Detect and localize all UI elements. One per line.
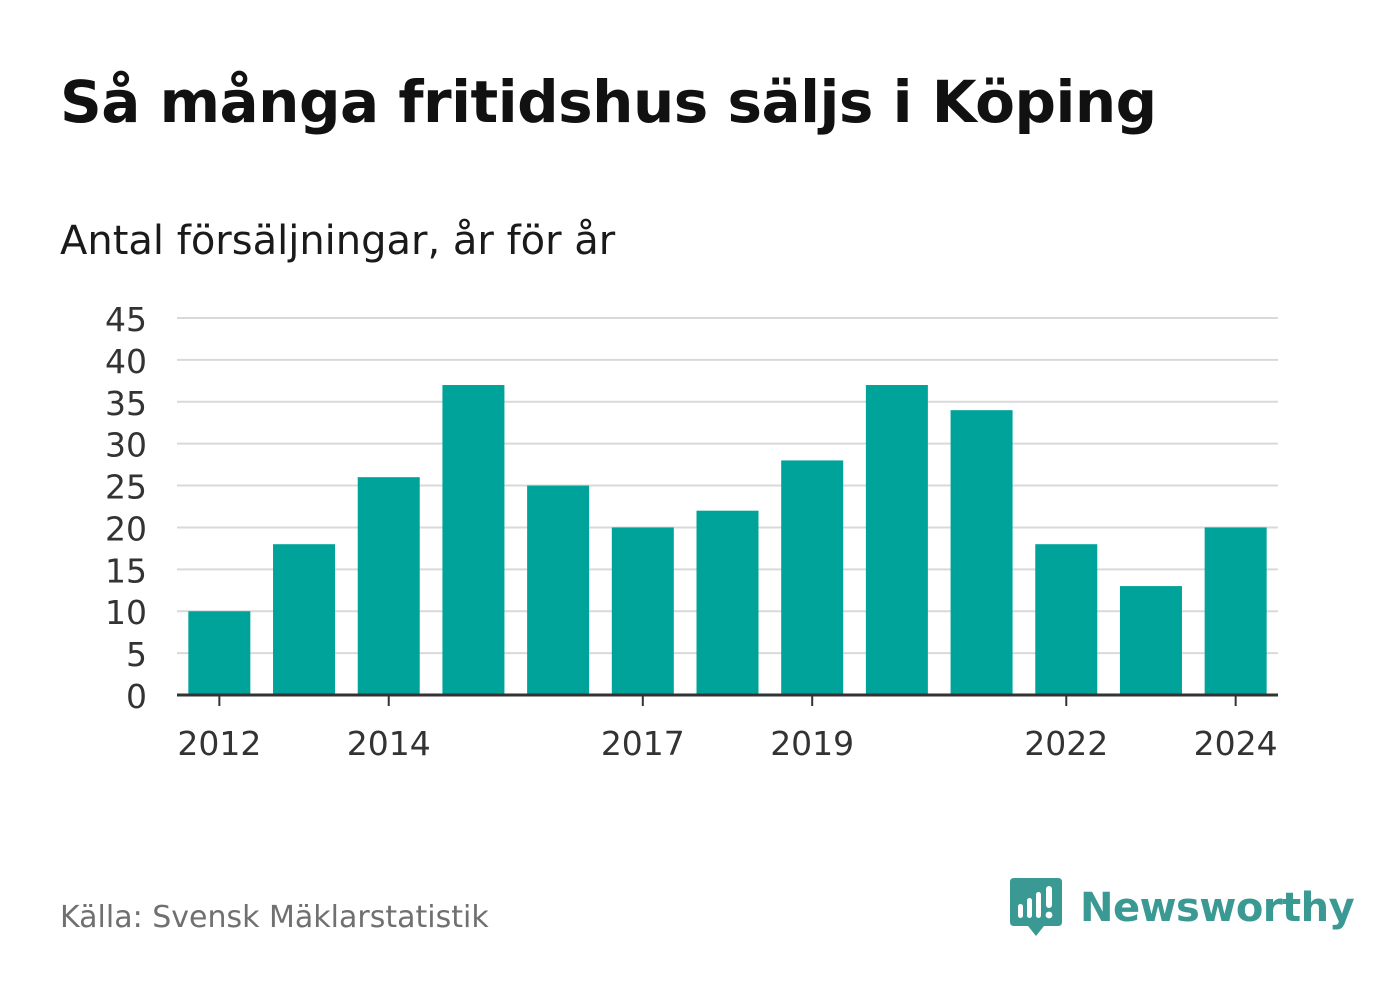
x-tick-label: 2022 <box>1024 724 1108 763</box>
newsworthy-logo-icon <box>1010 878 1062 936</box>
y-tick-label: 5 <box>126 635 147 674</box>
brand-logo[interactable]: Newsworthy <box>1010 878 1355 938</box>
chart-subtitle: Antal försäljningar, år för år <box>60 218 616 264</box>
bar-2012 <box>188 611 251 695</box>
y-tick-label: 20 <box>105 509 147 548</box>
y-tick-label: 45 <box>105 300 147 339</box>
bar-2019 <box>781 460 844 695</box>
brand-name: Newsworthy <box>1080 885 1355 931</box>
y-tick-label: 10 <box>105 593 147 632</box>
bar-2023 <box>1119 586 1182 695</box>
y-tick-label: 25 <box>105 468 147 507</box>
y-tick-label: 40 <box>105 342 147 381</box>
y-tick-label: 30 <box>105 426 147 465</box>
bar-2016 <box>527 485 590 695</box>
source-note: Källa: Svensk Mäklarstatistik <box>60 900 489 935</box>
y-tick-label: 15 <box>105 551 147 590</box>
x-tick-label: 2014 <box>347 724 431 763</box>
bar-2020 <box>865 385 928 695</box>
y-tick-label: 35 <box>105 384 147 423</box>
x-tick-label: 2012 <box>177 724 261 763</box>
bar-2022 <box>1035 544 1098 695</box>
bar-2015 <box>442 385 505 695</box>
chart-title: Så många fritidshus säljs i Köping <box>60 68 1157 136</box>
bar-2021 <box>950 410 1013 695</box>
x-tick-label: 2017 <box>601 724 685 763</box>
bar-2017 <box>611 527 674 695</box>
bar-2013 <box>273 544 336 695</box>
bar-2024 <box>1204 527 1267 695</box>
bar-2014 <box>357 477 420 695</box>
x-tick-label: 2019 <box>770 724 854 763</box>
x-tick-label: 2024 <box>1194 724 1278 763</box>
y-tick-label: 0 <box>126 677 147 716</box>
bar-2018 <box>696 510 759 695</box>
x-axis: 2012 2014 2017 2019 2022 2024 <box>177 693 1278 763</box>
bars <box>188 385 1267 695</box>
